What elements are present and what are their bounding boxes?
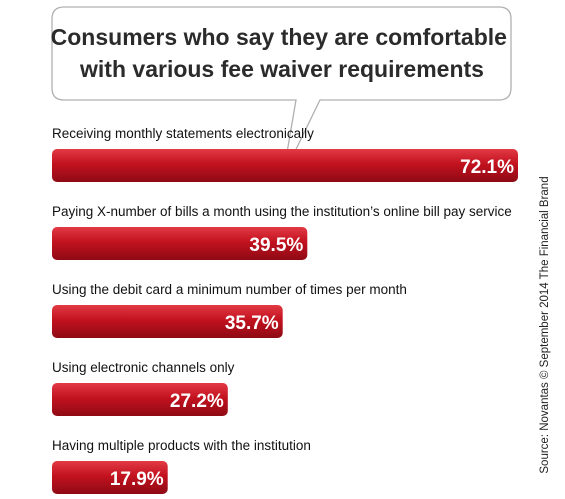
svg-text:Consumers who say they are com: Consumers who say they are comfortable w… <box>51 24 514 82</box>
category-label: Having multiple products with the instit… <box>52 438 311 453</box>
value-label: 35.7% <box>225 313 279 334</box>
chart-title-line-1: Consumers who say they are comfortable <box>51 24 507 50</box>
bar <box>52 227 308 260</box>
category-label: Receiving monthly statements electronica… <box>52 126 314 141</box>
category-label: Using electronic channels only <box>52 360 235 375</box>
value-label: 17.9% <box>110 469 164 490</box>
title-speech-bubble <box>51 6 512 177</box>
bar <box>52 461 168 494</box>
category-label: Using the debit card a minimum number of… <box>52 282 407 297</box>
value-label: 27.2% <box>170 391 224 412</box>
value-label: 72.1% <box>460 157 514 178</box>
category-label: Paying X-number of bills a month using t… <box>52 204 512 219</box>
bar <box>52 305 283 338</box>
bars-group: Receiving monthly statements electronica… <box>52 126 518 494</box>
bar <box>52 149 518 182</box>
value-label: 39.5% <box>249 235 303 256</box>
bar <box>52 383 228 416</box>
chart-title-line-2: with various fee waiver requirements <box>79 56 484 82</box>
source-note: Source: Novantas © September 2014 The Fi… <box>539 176 551 473</box>
